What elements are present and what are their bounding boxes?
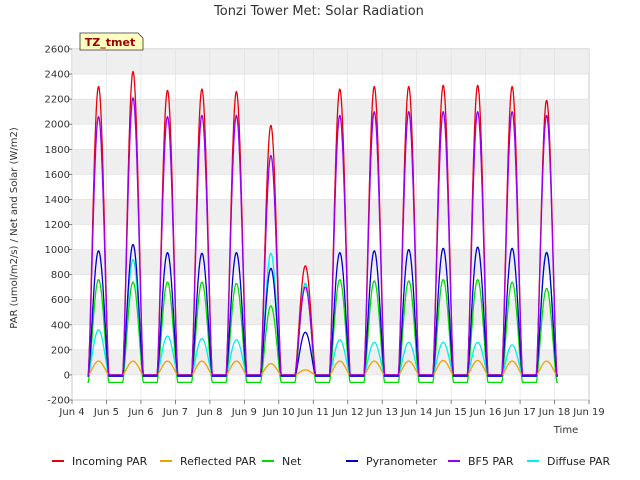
x-tick-label: Jun 5 [93,407,119,418]
x-tick-label: Jun 15 [434,407,467,418]
y-tick-label: 1600 [45,170,70,181]
series-line [86,243,559,377]
x-tick-label: Jun 19 [572,407,605,418]
y-tick-label: 2000 [45,120,70,131]
legend-label: BF5 PAR [468,455,514,468]
x-tick-label: Jun 16 [469,407,502,418]
x-tick-label: Jun 4 [58,407,84,418]
y-tick-label: 1200 [45,220,70,231]
x-axis: Jun 4 Jun 5 Jun 6 Jun 7 Jun 8 Jun 9 Jun 10 Jun … [58,400,605,418]
x-tick-label: Jun 7 [162,407,188,418]
y-tick-label: 400 [51,320,70,331]
y-tick-label: 600 [51,295,70,306]
y-tick-label: 1800 [45,145,70,156]
y-axis: -200 0 200 400 600 800 1000 1200 1400 1600 1800 200… [45,45,72,407]
y-tick-label: -200 [47,396,70,407]
series-line [86,279,559,384]
station-tag-label: TZ_tmet [85,36,135,49]
y-tick-label: 2600 [45,45,70,56]
chart-title: Tonzi Tower Met: Solar Radiation [213,4,424,19]
x-tick-label: Jun 9 [231,407,257,418]
y-tick-label: 0 [64,370,70,381]
plot-band [72,99,589,125]
x-tick-label: Jun 12 [331,407,364,418]
x-tick-label: Jun 6 [127,407,153,418]
station-tag: TZ_tmet [79,32,144,51]
y-tick-label: 2400 [45,70,70,81]
legend-label: Pyranometer [366,455,438,468]
y-tick-label: 800 [51,270,70,281]
series-layer [86,70,559,384]
x-axis-label: Time [553,425,578,436]
y-tick-label: 1400 [45,195,70,206]
legend-label: Incoming PAR [72,455,148,468]
y-axis-label: PAR (umol/m2/s) / Net and Solar (W/m2) [9,127,20,329]
series-line [86,97,559,376]
station-tag-box [79,32,144,51]
legend: Incoming PAR Reflected PAR Net Pyranometer B… [52,455,611,468]
plot-band [72,299,589,325]
legend-label: Reflected PAR [180,455,257,468]
x-tick-label: Jun 8 [196,407,222,418]
x-tick-label: Jun 18 [538,407,571,418]
x-tick-label: Jun 10 [262,407,295,418]
plot-band [72,149,589,175]
y-tick-label: 1000 [45,245,70,256]
legend-label: Diffuse PAR [547,455,611,468]
x-tick-label: Jun 17 [503,407,536,418]
y-tick-label: 2200 [45,95,70,106]
plot-band [72,249,589,275]
x-tick-label: Jun 14 [400,407,433,418]
x-tick-label: Jun 11 [297,407,330,418]
legend-label: Net [282,455,302,468]
y-tick-label: 200 [51,345,70,356]
x-tick-label: Jun 13 [365,407,398,418]
plot-band [72,199,589,225]
plot-band [72,49,589,75]
